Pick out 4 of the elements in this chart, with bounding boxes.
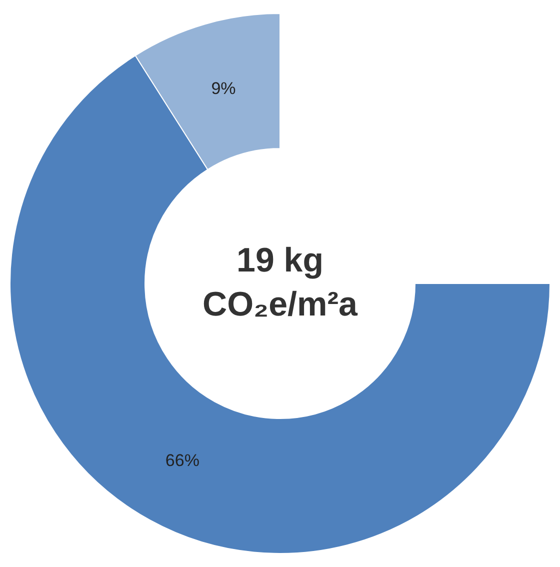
text: CO₂e/m²a	[202, 286, 359, 324]
data-label: 9%	[211, 79, 236, 98]
data-label: 66%	[165, 450, 200, 470]
text: 19 kg	[236, 242, 324, 280]
